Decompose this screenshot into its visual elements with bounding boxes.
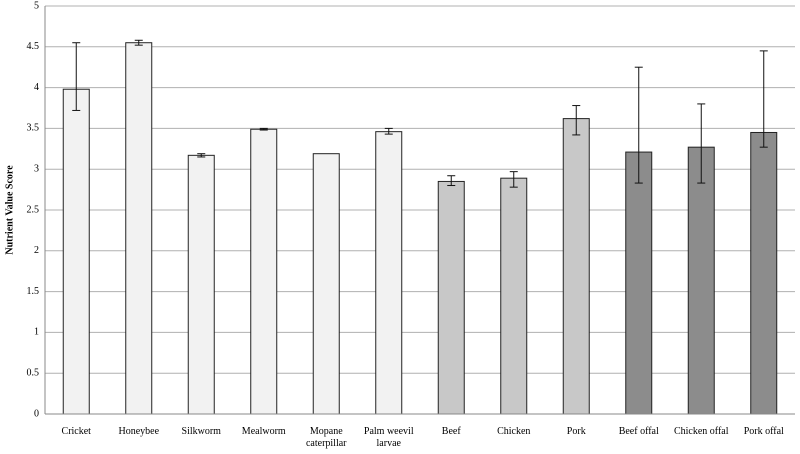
bar [687, 146, 715, 415]
bar [250, 128, 278, 415]
bar [312, 153, 340, 415]
bar [437, 180, 465, 415]
bar [625, 151, 653, 415]
x-tick-label: Palm weevil larvae [363, 426, 414, 449]
bar [500, 177, 528, 415]
y-tick-label: 2 [34, 245, 39, 256]
x-tick-label: Mealworm [241, 426, 286, 437]
x-tick-label: Beef offal [618, 426, 659, 437]
y-tick-label: 0.5 [27, 367, 40, 378]
x-tick-label: Chicken offal [673, 426, 729, 437]
y-tick-label: 2.5 [27, 204, 40, 215]
y-tick-label: 5 [34, 0, 39, 11]
x-tick-label: Silkworm [181, 426, 221, 437]
x-tick-label: Pork [566, 426, 586, 437]
y-tick-label: 0 [34, 408, 39, 419]
bar [187, 154, 215, 415]
bar [62, 88, 90, 415]
x-tick-label: Chicken [497, 426, 531, 437]
x-tick-label: Beef [441, 426, 461, 437]
bar [562, 118, 590, 415]
y-tick-label: 1 [34, 327, 39, 338]
bar [375, 131, 403, 415]
y-tick-label: 3.5 [27, 123, 40, 134]
x-tick-label: Cricket [61, 426, 91, 437]
y-tick-label: 3 [34, 163, 39, 174]
y-axis-label: Nutrient Value Score [4, 165, 15, 255]
y-tick-label: 4 [34, 82, 39, 93]
y-tick-label: 4.5 [27, 41, 40, 52]
y-tick-label: 1.5 [27, 286, 40, 297]
x-tick-label: Pork offal [743, 426, 784, 437]
bar [750, 131, 778, 415]
x-tick-label: Honeybee [118, 426, 160, 437]
x-tick-label: Mopane caterpillar [305, 426, 347, 449]
bar [125, 42, 153, 415]
